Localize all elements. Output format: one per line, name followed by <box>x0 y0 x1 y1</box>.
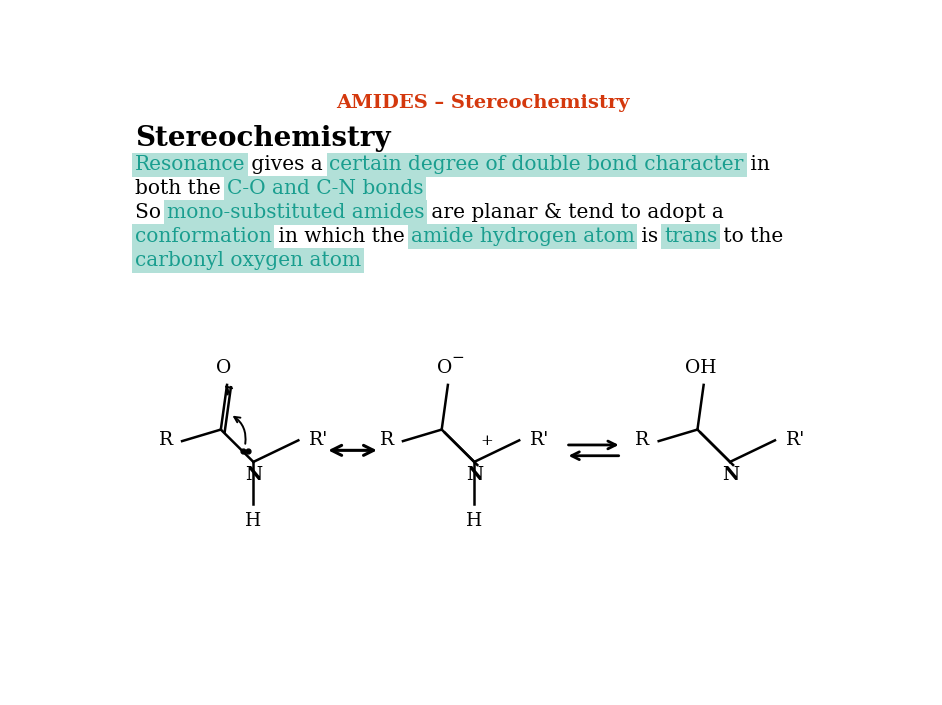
FancyArrowPatch shape <box>235 417 246 443</box>
Text: −: − <box>452 351 464 365</box>
Text: N: N <box>466 466 483 484</box>
Text: gives a: gives a <box>245 155 330 174</box>
Text: R: R <box>158 431 172 448</box>
Text: H: H <box>245 512 262 530</box>
Text: O: O <box>217 360 232 377</box>
Text: are planar & tend to adopt a: are planar & tend to adopt a <box>425 203 723 222</box>
Text: Resonance: Resonance <box>135 155 245 174</box>
Text: R': R' <box>530 431 549 449</box>
Text: in: in <box>744 155 770 174</box>
Text: So: So <box>135 203 167 222</box>
Text: OH: OH <box>685 360 716 377</box>
Text: is: is <box>635 227 664 246</box>
Text: both the: both the <box>135 179 227 198</box>
Text: to the: to the <box>718 227 784 246</box>
Text: R: R <box>635 431 649 448</box>
Text: O: O <box>437 360 452 377</box>
Text: N: N <box>723 466 739 484</box>
Text: carbonyl oxygen atom: carbonyl oxygen atom <box>135 251 361 270</box>
Text: R': R' <box>786 431 805 449</box>
Text: mono-substituted amides: mono-substituted amides <box>167 203 425 222</box>
Text: N: N <box>246 466 263 484</box>
Text: +: + <box>480 434 494 448</box>
Text: H: H <box>466 512 482 530</box>
Text: in which the: in which the <box>271 227 411 246</box>
Text: R': R' <box>309 431 329 449</box>
Text: R: R <box>380 431 394 448</box>
Text: Stereochemistry: Stereochemistry <box>135 125 390 152</box>
Text: AMIDES – Stereochemistry: AMIDES – Stereochemistry <box>336 94 629 112</box>
Text: C-O and C-N bonds: C-O and C-N bonds <box>227 179 423 198</box>
Text: trans: trans <box>664 227 718 246</box>
Text: amide hydrogen atom: amide hydrogen atom <box>411 227 635 246</box>
Text: certain degree of double bond character: certain degree of double bond character <box>330 155 744 174</box>
Text: conformation: conformation <box>135 227 271 246</box>
FancyArrowPatch shape <box>226 386 232 395</box>
